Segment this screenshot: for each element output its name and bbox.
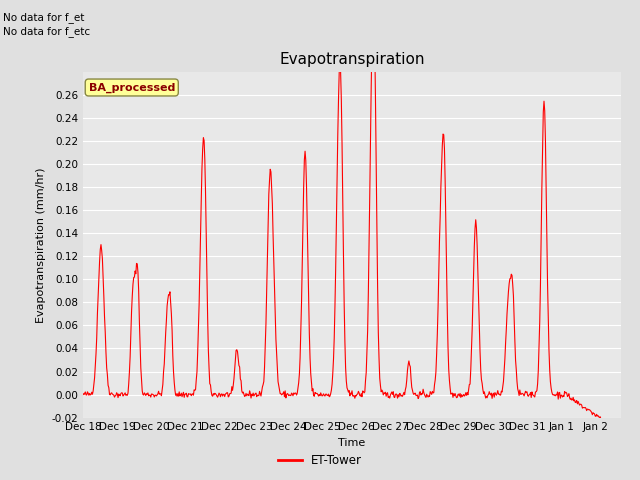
Legend: ET-Tower: ET-Tower (273, 449, 367, 472)
Y-axis label: Evapotranspiration (mm/hr): Evapotranspiration (mm/hr) (36, 167, 46, 323)
Text: No data for f_et: No data for f_et (3, 12, 84, 23)
Text: No data for f_etc: No data for f_etc (3, 26, 90, 37)
X-axis label: Time: Time (339, 438, 365, 448)
Text: BA_processed: BA_processed (88, 83, 175, 93)
Title: Evapotranspiration: Evapotranspiration (279, 52, 425, 67)
